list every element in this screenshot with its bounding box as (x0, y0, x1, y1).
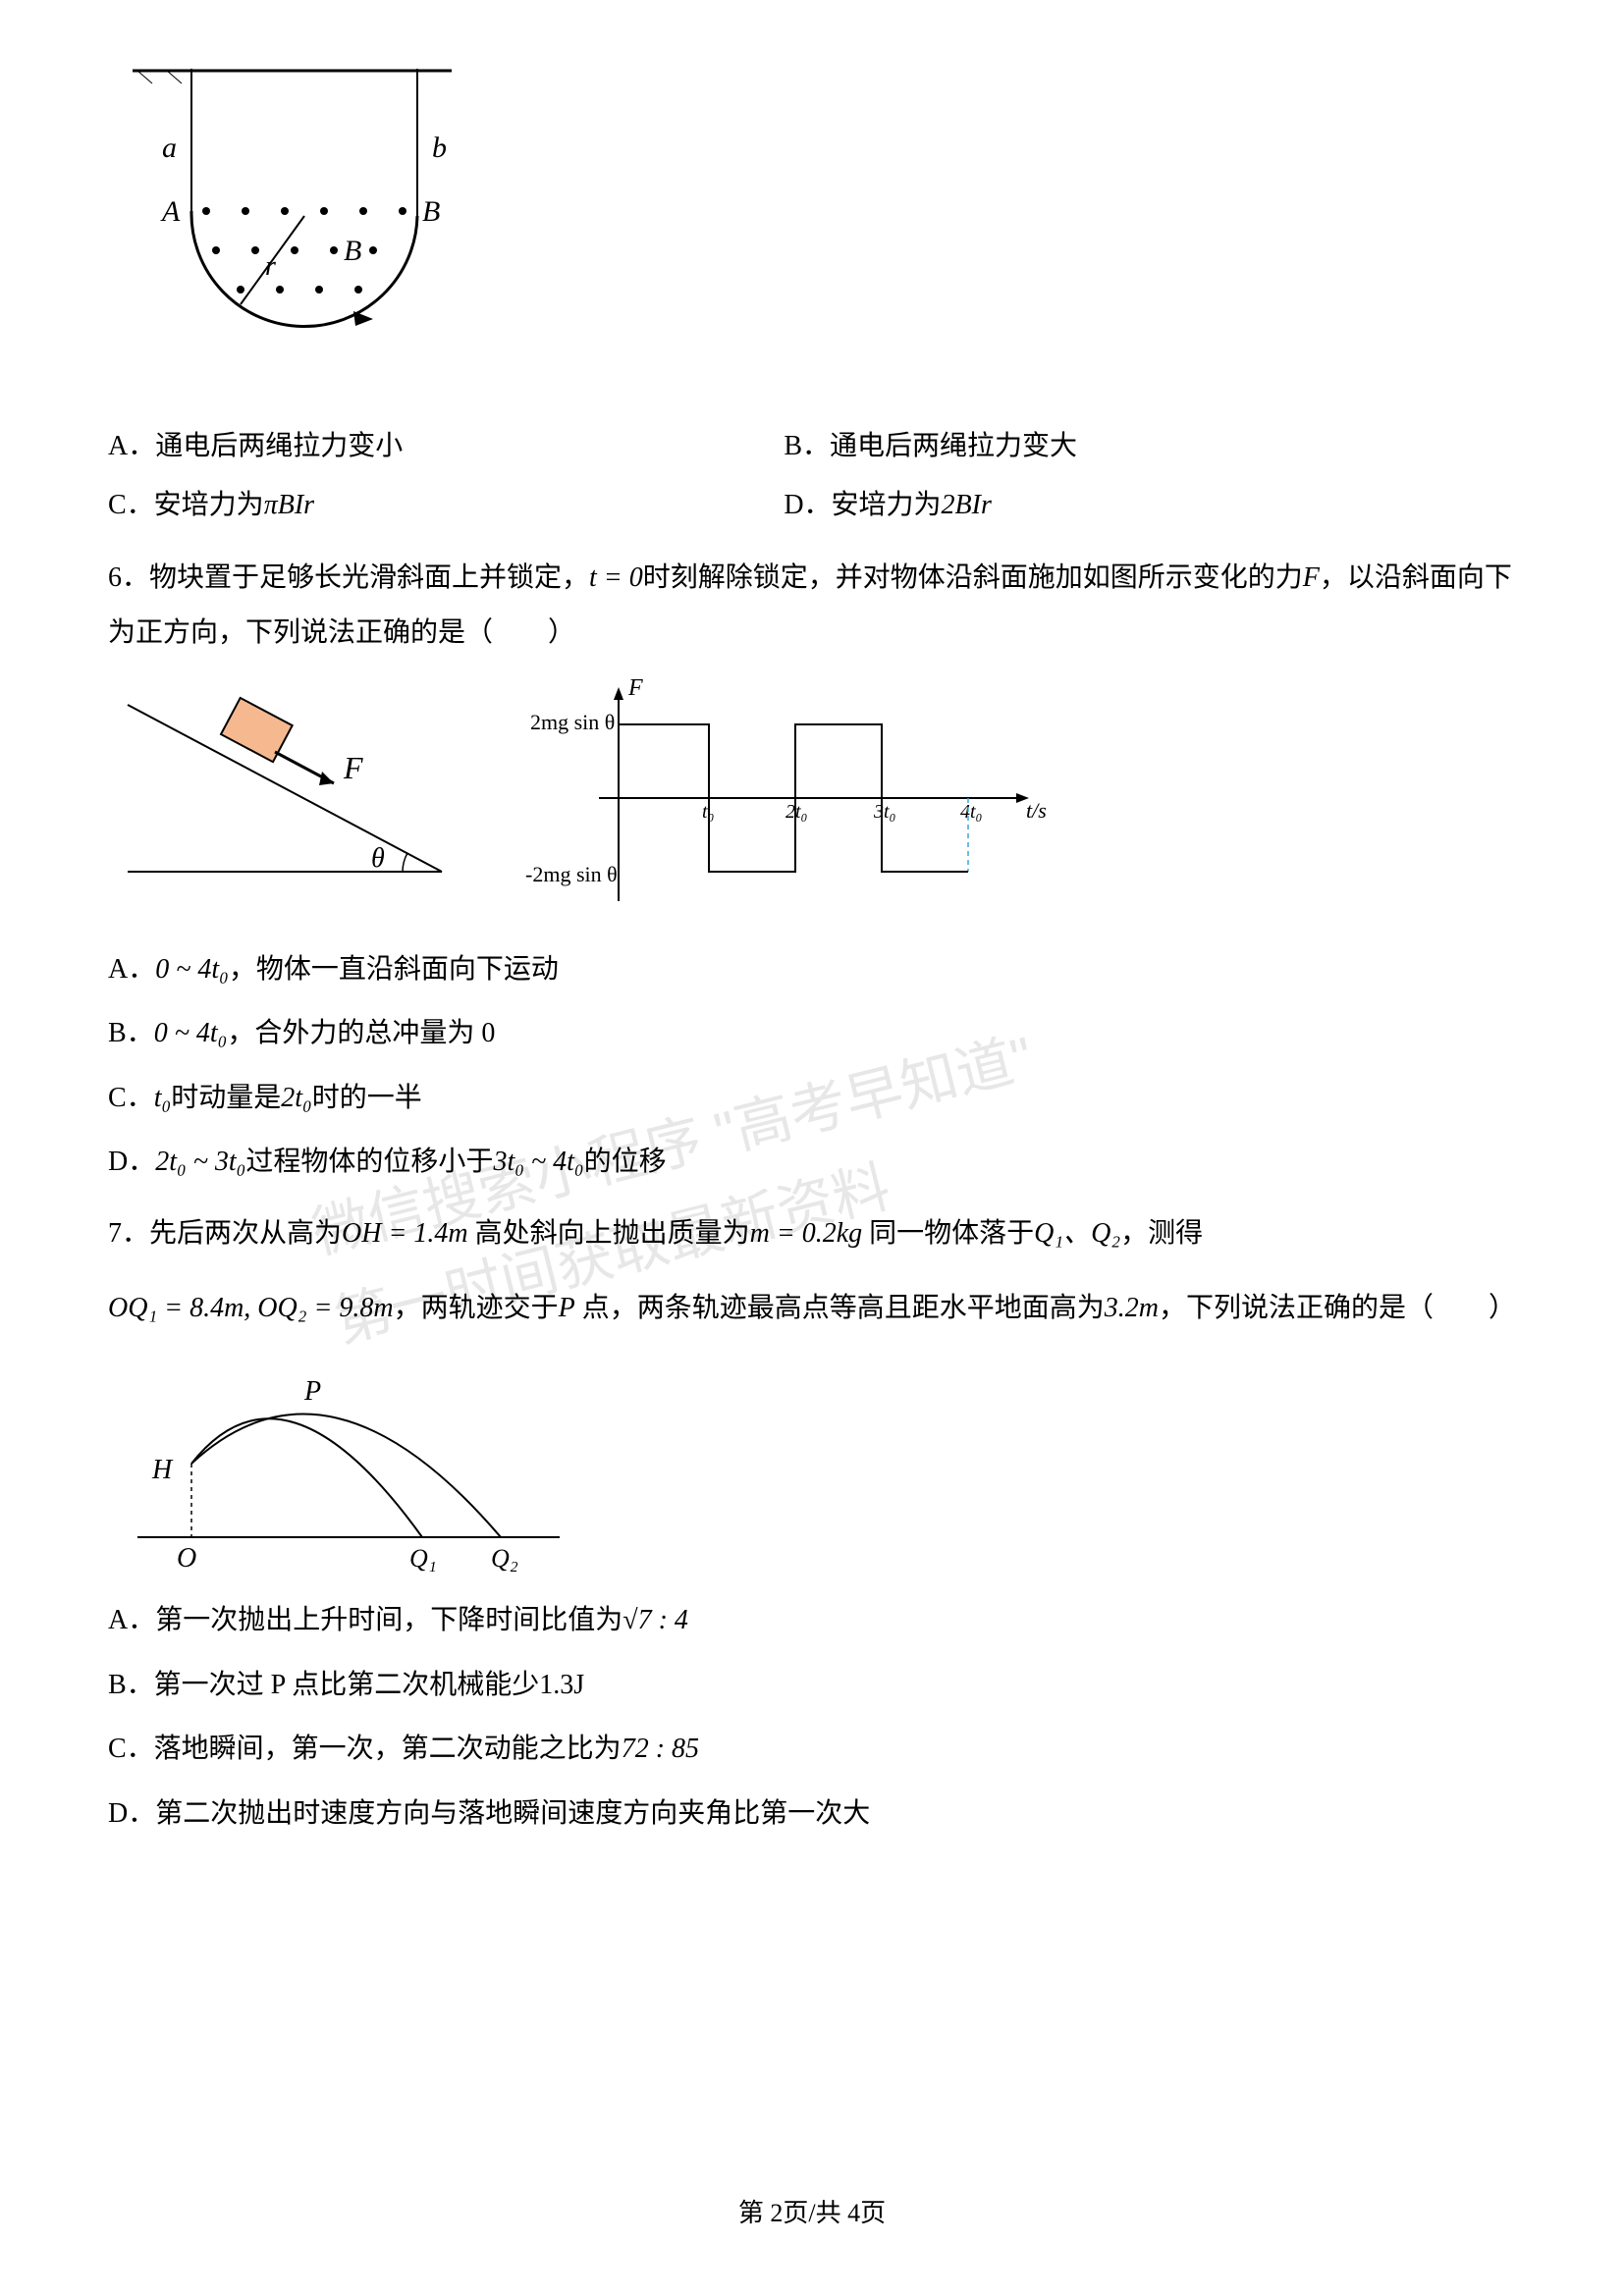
q7-option-B: B．第一次过 P 点比第二次机械能少1.3J (108, 1661, 1516, 1710)
q7-Q2-label: Q₂ (491, 1544, 518, 1573)
q7-option-A: A．第一次抛出上升时间，下降时间比值为√7 : 4 (108, 1596, 1516, 1645)
q5-option-D: D．安培力为2BIr (784, 481, 1516, 530)
q7-P-label: P (303, 1376, 321, 1407)
q5-option-A: A．通电后两绳拉力变小 (108, 422, 784, 471)
q7-option-D: D．第二次抛出时速度方向与落地瞬间速度方向夹角比第一次大 (108, 1789, 1516, 1839)
graph-y-neg: -2mg sin θ (525, 862, 618, 886)
label-b: b (432, 132, 447, 164)
q6-option-D: D．2t₀ ~ 3t₀过程物体的位移小于3t₀ ~ 4t₀的位移 (108, 1138, 1516, 1187)
q7-Q1-label: Q₁ (409, 1544, 437, 1573)
graph-t-label: t/s (1026, 798, 1047, 823)
graph-4t0: 4t₀ (960, 801, 983, 823)
label-r: r (265, 251, 276, 282)
q7-text-line2: OQ₁ = 8.4m, OQ₂ = 9.8m，两轨迹交于P 点，两条轨迹最高点等… (108, 1281, 1516, 1336)
incline-theta-label: θ (371, 843, 385, 874)
q6-text: 6．物块置于足够长光滑斜面上并锁定，t = 0时刻解除锁定，并对物体沿斜面施加如… (108, 551, 1516, 661)
q6-option-B: B．0 ~ 4t₀，合外力的总冲量为 0 (108, 1009, 1516, 1058)
q7-O-label: O (177, 1543, 196, 1574)
label-B-right: B (422, 195, 440, 228)
q5-svg: a b A B B r (108, 69, 461, 402)
q6-option-A: A．0 ~ 4t₀，物体一直沿斜面向下运动 (108, 945, 1516, 994)
q6-diagrams: F θ F t/s 2mg sin θ -2mg sin θ t₀ 2t₀ 3t… (108, 675, 1516, 921)
graph-F-label: F (627, 675, 643, 701)
q6-option-C: C．t₀时动量是2t₀时的一半 (108, 1074, 1516, 1123)
graph-2t0: 2t₀ (785, 801, 808, 823)
graph-y-pos: 2mg sin θ (530, 710, 615, 734)
q7-option-C: C．落地瞬间，第一次，第二次动能之比为72 : 85 (108, 1725, 1516, 1774)
q7-H-label: H (151, 1455, 174, 1485)
q5-options-row1: A．通电后两绳拉力变小 B．通电后两绳拉力变大 (108, 422, 1516, 471)
label-B-inner: B (344, 235, 361, 267)
graph-3t0: 3t₀ (873, 801, 896, 823)
q7-svg: H O P Q₁ Q₂ (108, 1351, 579, 1576)
page-footer: 第 2页/共 4页 (0, 2191, 1624, 2237)
label-A: A (160, 195, 181, 228)
incline-F-label: F (343, 750, 363, 785)
q5-options-row2: C．安培力为πBIr D．安培力为2BIr (108, 481, 1516, 530)
q5-option-B: B．通电后两绳拉力变大 (784, 422, 1516, 471)
q6-graph-svg: F t/s 2mg sin θ -2mg sin θ t₀ 2t₀ 3t₀ 4t… (491, 675, 1060, 921)
q7-text: 7．先后两次从高为OH = 1.4m 高处斜向上抛出质量为m = 0.2kg 同… (108, 1206, 1516, 1261)
q5-diagram: a b A B B r (108, 69, 1516, 402)
label-a: a (162, 132, 177, 164)
q7-diagram: H O P Q₁ Q₂ (108, 1351, 1516, 1576)
q6-incline-svg: F θ (108, 675, 461, 901)
q5-option-C: C．安培力为πBIr (108, 481, 784, 530)
